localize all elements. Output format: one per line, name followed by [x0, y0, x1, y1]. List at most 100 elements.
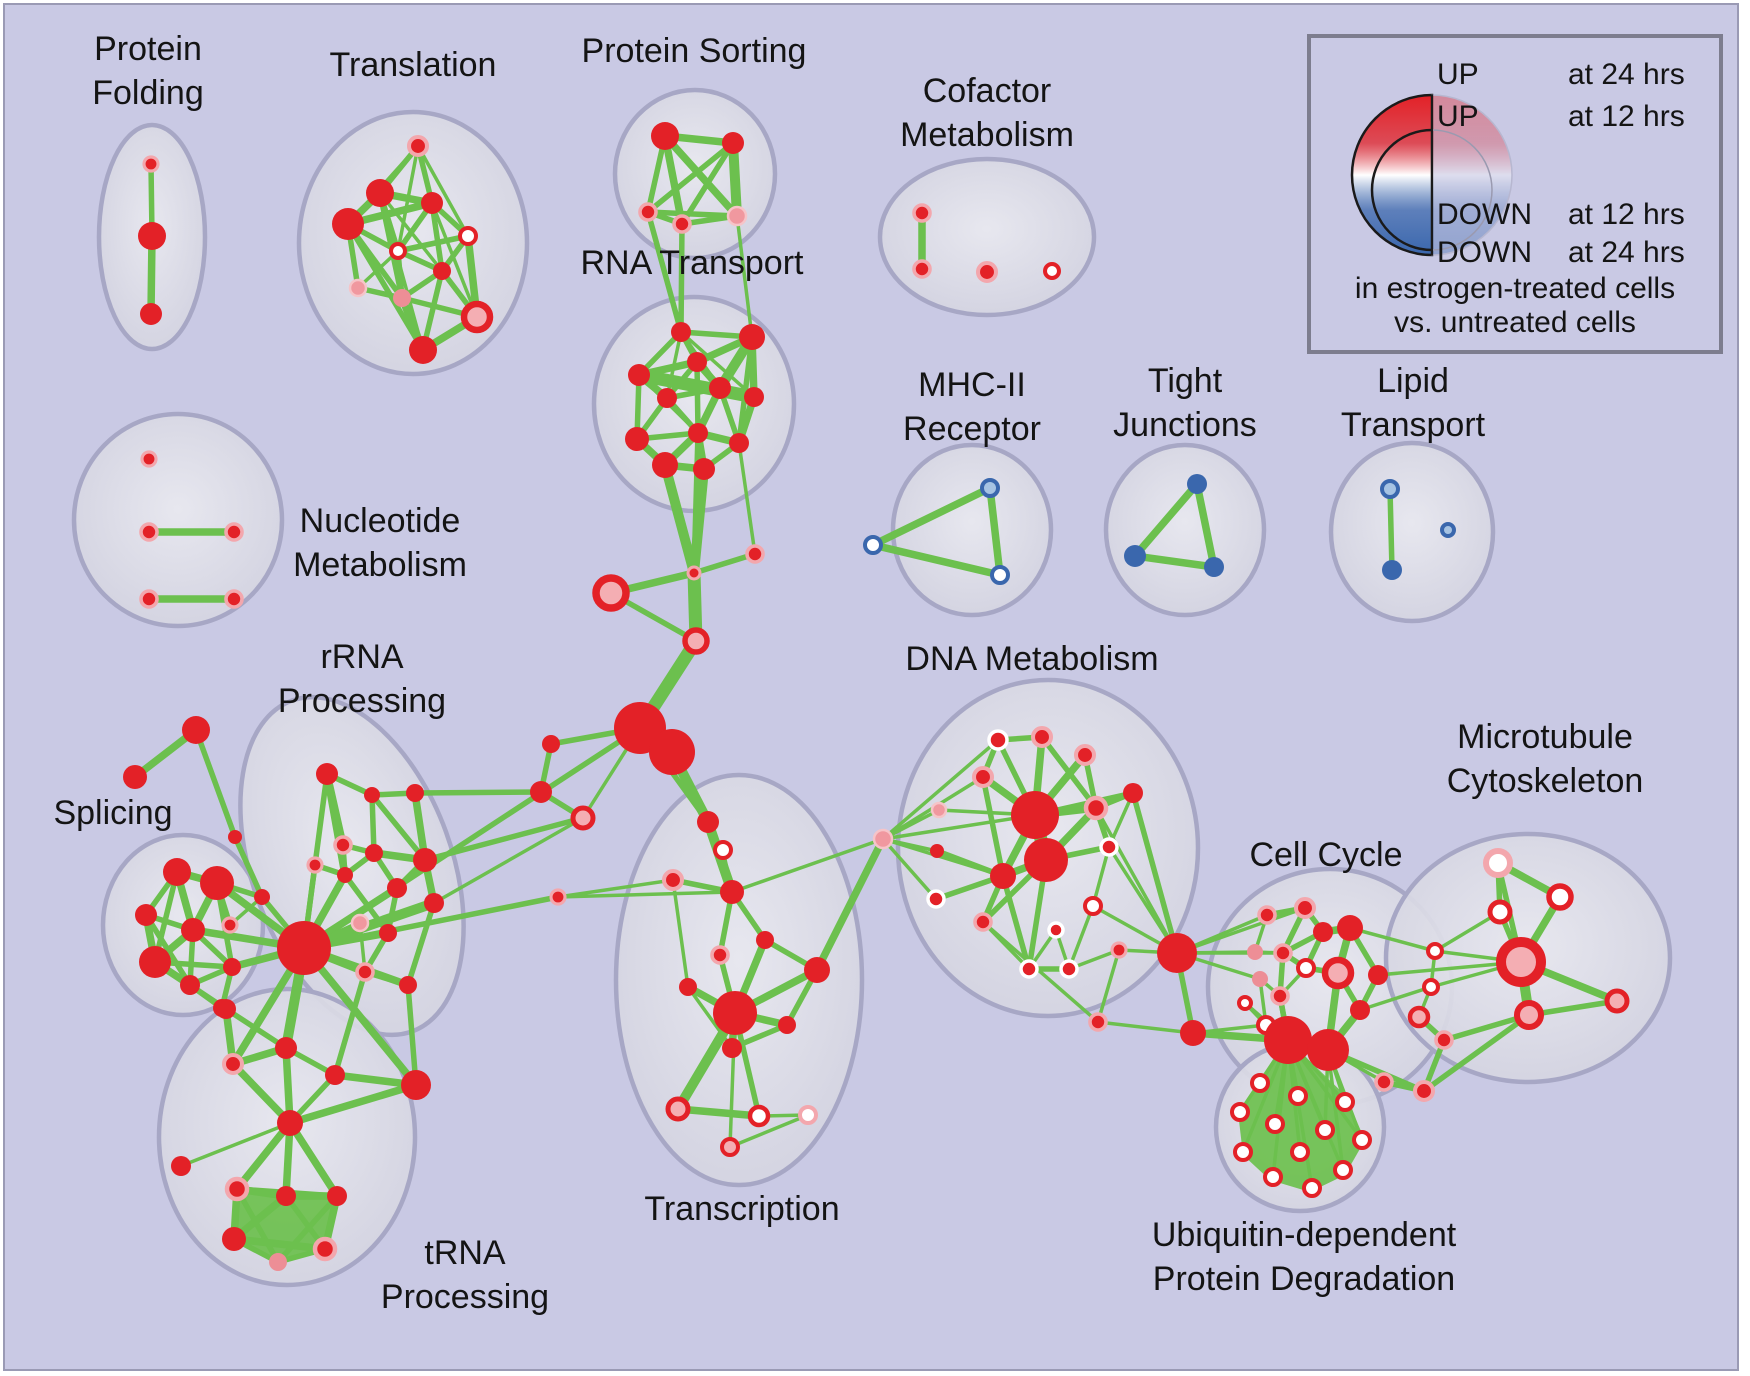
gene-node-tight	[1204, 557, 1224, 577]
gene-node-dna	[1024, 838, 1068, 882]
inter-cluster-edge	[678, 221, 685, 335]
gene-node-tight	[1124, 545, 1146, 567]
inter-cluster-edge	[1096, 1020, 1195, 1035]
gene-node-splicing	[223, 958, 241, 976]
label-lipid: Lipid	[1377, 362, 1449, 400]
gene-node-transc	[720, 1137, 740, 1157]
gene-node-rna	[687, 352, 707, 372]
edge	[232, 834, 265, 900]
inter-cluster-edge	[660, 460, 699, 578]
inter-cluster-edge	[332, 969, 368, 1078]
gene-node-nucleotide	[224, 589, 244, 609]
cluster-ellipse-mhc2	[890, 442, 1054, 618]
gene-node-rrna	[306, 856, 324, 874]
gene-node-cc	[1237, 995, 1253, 1011]
inter-cluster-edge	[1286, 1038, 1314, 1190]
gene-node-splicing	[200, 866, 234, 900]
gene-node-dna	[930, 801, 948, 819]
gene-node-dna	[1088, 1012, 1108, 1032]
legend-direction-label: DOWN	[1437, 198, 1532, 231]
label-sorting: Protein Sorting	[582, 32, 807, 70]
gene-node-dna	[1030, 725, 1054, 749]
legend-time-label: at 12 hrs	[1568, 100, 1685, 133]
gene-node-lipid	[1380, 479, 1400, 499]
inter-cluster-edge	[412, 789, 544, 796]
label-tight: Junctions	[1113, 406, 1257, 444]
edge	[674, 1105, 763, 1120]
label-cofactor: Metabolism	[900, 116, 1074, 154]
inter-cluster-edge	[737, 441, 757, 556]
inter-cluster-edge	[556, 878, 675, 899]
gene-node-mhc2	[980, 478, 1000, 498]
inter-cluster-edge	[301, 894, 561, 951]
gene-node-transc	[713, 991, 757, 1035]
gene-node-ub	[1288, 1086, 1308, 1106]
legend-disc-outer-right	[1431, 94, 1513, 256]
gene-node-dna	[926, 889, 946, 909]
gene-node-splicing	[135, 904, 157, 926]
gene-node-folding	[142, 155, 160, 173]
gene-node-hub	[530, 781, 552, 803]
gene-node-hub	[570, 805, 596, 831]
label-folding: Protein	[94, 30, 202, 68]
gene-node-transc	[722, 1038, 742, 1058]
edge	[1096, 948, 1121, 1024]
gene-node-rna	[693, 458, 715, 480]
gene-node-cc	[1252, 971, 1268, 987]
gene-node-translation	[406, 134, 430, 158]
gene-node-mt	[1496, 937, 1546, 987]
gene-node-ub	[1250, 1073, 1270, 1093]
gene-node-cc	[1296, 958, 1316, 978]
label-nucleotide: Nucleotide	[300, 502, 461, 540]
inter-cluster-edge	[1348, 926, 1437, 953]
gene-node-rrna	[379, 924, 397, 942]
gene-node-mt	[1483, 848, 1513, 878]
cluster-ellipse-tight	[1103, 442, 1267, 618]
gene-node-trna	[171, 1156, 191, 1176]
edge	[429, 200, 445, 274]
inter-cluster-edge	[813, 835, 887, 974]
gene-node-transc	[778, 1016, 796, 1034]
gene-node-transc	[697, 811, 719, 833]
label-tight: Tight	[1148, 362, 1223, 400]
gene-node-rna	[744, 387, 764, 407]
inter-cluster-edge	[1107, 845, 1179, 955]
gene-node-dna	[1059, 959, 1079, 979]
gene-node-sorting	[722, 132, 744, 154]
gene-node-hub	[549, 888, 567, 906]
gene-node-translation	[348, 278, 368, 298]
gene-node-rrna	[337, 867, 353, 883]
label-folding: Folding	[92, 74, 204, 112]
gene-node-dna	[1047, 921, 1065, 939]
gene-node-nucleotide	[139, 589, 159, 609]
nodes-layer	[123, 122, 1630, 1271]
label-mt: Microtubule	[1457, 718, 1633, 756]
edge	[679, 140, 736, 227]
label-translation: Translation	[330, 46, 497, 84]
cluster-ellipse-nucleotide	[71, 411, 285, 629]
gene-node-nucleotide	[224, 522, 244, 542]
edge	[179, 1121, 292, 1168]
inter-cluster-edge	[300, 944, 420, 1089]
inter-cluster-edge	[735, 214, 754, 339]
gene-node-mt	[1412, 1079, 1436, 1103]
edge	[881, 738, 1000, 841]
cluster-ellipse-lipid	[1328, 440, 1496, 624]
gene-node-splicing	[180, 975, 200, 995]
gene-node-mt	[1426, 942, 1444, 960]
edge	[1131, 552, 1218, 571]
legend-disc-inner-right	[1431, 129, 1493, 251]
label-nucleotide: Metabolism	[293, 546, 467, 584]
edge	[691, 551, 758, 576]
gene-node-translation	[433, 262, 451, 280]
edge	[661, 132, 686, 228]
legend-direction-label: UP	[1437, 100, 1479, 133]
gene-node-transc	[720, 880, 744, 904]
edge	[275, 1193, 340, 1265]
gene-node-dna	[971, 765, 995, 789]
edge	[229, 1060, 294, 1127]
gene-node-trna	[276, 1186, 296, 1206]
gene-node-rrna	[355, 962, 375, 982]
edge	[869, 484, 994, 549]
